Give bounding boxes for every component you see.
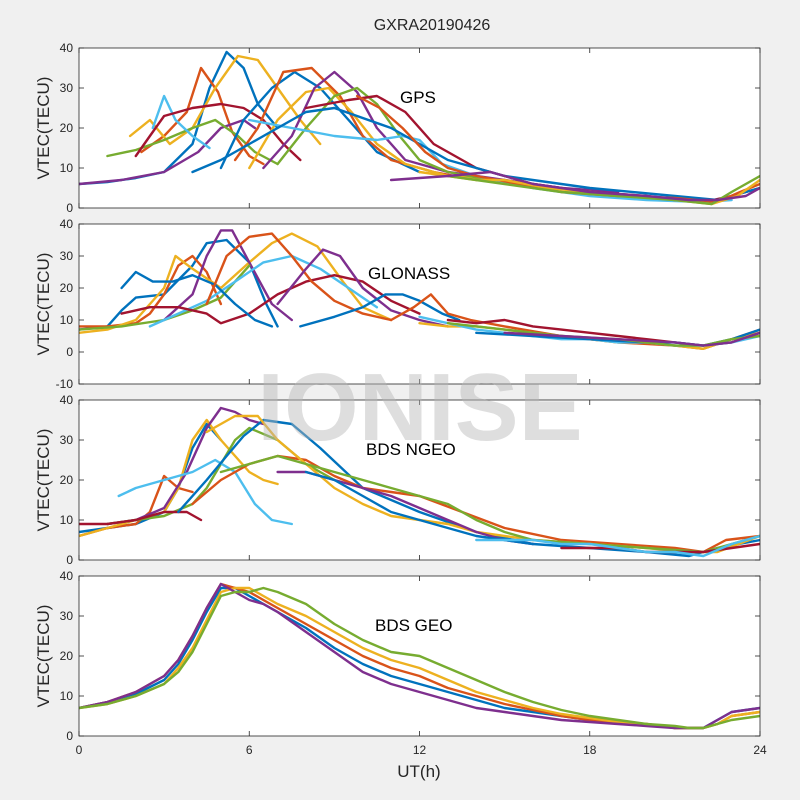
series-line-6 [117, 458, 293, 526]
series-line-5 [79, 586, 760, 730]
series-line-12 [276, 86, 535, 190]
series-group [79, 582, 760, 730]
y-axis-label: VTEC(TECU) [34, 77, 53, 180]
y-tick-label: 20 [60, 649, 74, 663]
series-line-1 [79, 238, 279, 331]
series-line-8 [177, 418, 760, 558]
panel-annotation: GLONASS [368, 264, 450, 283]
y-tick-label: 10 [60, 689, 74, 703]
y-tick-label: 10 [60, 161, 74, 175]
series-line-17 [446, 322, 760, 347]
series-line-11 [299, 293, 461, 328]
series-line-8 [120, 270, 274, 328]
x-tick-label: 6 [246, 743, 253, 757]
series-line-11 [219, 454, 760, 554]
series-line-4 [106, 406, 265, 526]
figure-title: GXRA20190426 [374, 17, 491, 34]
series-line-18 [503, 331, 760, 347]
y-tick-label: 10 [60, 513, 74, 527]
y-tick-label: 40 [60, 41, 74, 55]
subplot-panels: 0 10 20 30 40 VTEC(TECU) GPS -10 0 10 20 30 40 VTEC(T… [34, 41, 767, 757]
panel-annotation: GPS [400, 88, 436, 107]
subplot-2: -10 0 10 20 30 40 VTEC(TECU) GLONASS [34, 217, 761, 391]
y-tick-label: -10 [56, 377, 74, 391]
y-tick-label: 20 [60, 473, 74, 487]
series-line-7 [134, 102, 302, 162]
y-tick-label: 40 [60, 393, 74, 407]
y-axis-label: VTEC(TECU) [34, 605, 53, 708]
x-tick-label: 0 [76, 743, 83, 757]
y-tick-label: 0 [66, 345, 73, 359]
watermark: IONISE [257, 354, 582, 461]
y-axis-label: VTEC(TECU) [34, 253, 53, 356]
series-line-4 [79, 582, 760, 730]
panel-annotation: BDS GEO [375, 616, 452, 635]
subplot-1: 0 10 20 30 40 VTEC(TECU) GPS [34, 41, 761, 215]
y-tick-label: 20 [60, 281, 74, 295]
series-line-18 [446, 174, 760, 206]
subplot-4: 0 10 20 30 40 0 6 12 18 24 VTEC(TECU) BDS GEO [34, 569, 767, 757]
series-line-4 [162, 229, 293, 322]
series-line-15 [191, 106, 760, 202]
panel-annotation: BDS NGEO [366, 440, 456, 459]
x-tick-label: 24 [753, 743, 767, 757]
y-axis-label: VTEC(TECU) [34, 429, 53, 532]
y-tick-label: 30 [60, 249, 74, 263]
plot-area [79, 400, 760, 560]
series-group [79, 50, 760, 206]
series-line-7 [120, 274, 421, 325]
y-tick-label: 0 [66, 201, 73, 215]
y-tick-label: 20 [60, 121, 74, 135]
series-line-2 [140, 66, 265, 166]
y-tick-label: 10 [60, 313, 74, 327]
series-group [79, 229, 760, 350]
series-line-19 [389, 170, 760, 202]
y-tick-label: 0 [66, 729, 73, 743]
series-line-10 [248, 86, 506, 182]
y-tick-label: 30 [60, 609, 74, 623]
series-line-7 [79, 510, 203, 526]
x-axis-label: UT(h) [397, 762, 440, 781]
y-tick-label: 0 [66, 553, 73, 567]
series-group [79, 406, 760, 558]
subplot-3: 0 10 20 30 40 VTEC(TECU) BDS NGEO [34, 393, 761, 567]
y-tick-label: 30 [60, 433, 74, 447]
y-tick-label: 40 [60, 569, 74, 583]
series-line-13 [304, 470, 535, 546]
x-tick-label: 18 [583, 743, 597, 757]
series-line-3 [128, 54, 322, 146]
series-line-15 [475, 534, 760, 558]
series-line-10 [276, 248, 450, 328]
series-line-6 [151, 94, 211, 150]
y-tick-label: 30 [60, 81, 74, 95]
series-line-8 [219, 70, 421, 174]
y-tick-label: 40 [60, 217, 74, 231]
x-tick-label: 12 [413, 743, 427, 757]
